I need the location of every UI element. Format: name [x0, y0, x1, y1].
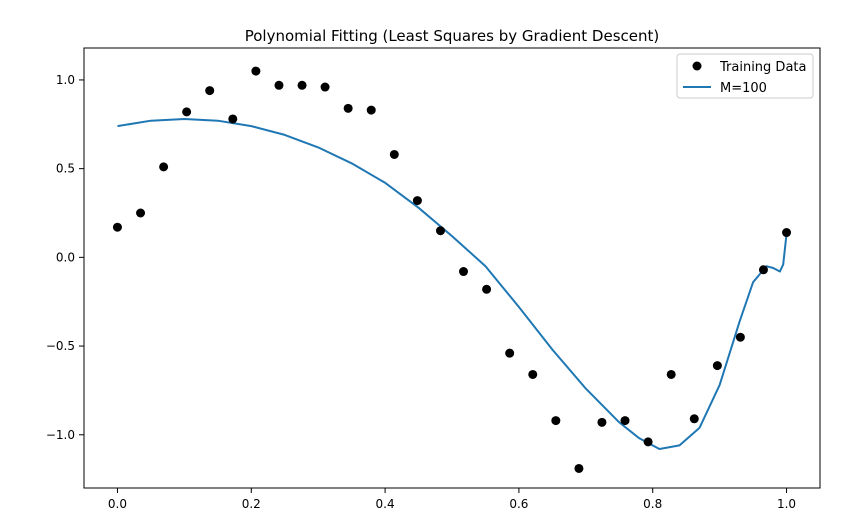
training-data-point — [528, 369, 538, 379]
training-data-point — [574, 463, 584, 473]
training-data-point — [666, 369, 676, 379]
y-tick-label: 1.0 — [56, 73, 75, 87]
y-tick-label: 0.0 — [56, 250, 75, 264]
legend-marker-training-data — [692, 61, 702, 71]
training-data-point — [782, 228, 792, 238]
x-tick-label: 1.0 — [777, 497, 796, 511]
training-data-point — [620, 416, 630, 426]
series-line-m100 — [117, 118, 788, 450]
training-data-point — [274, 80, 284, 90]
training-data-point — [159, 162, 169, 172]
training-data-point — [758, 265, 768, 275]
y-tick-label: 0.5 — [56, 162, 75, 176]
training-data-point — [297, 80, 307, 90]
training-data-point — [551, 416, 561, 426]
training-data-point — [735, 332, 745, 342]
training-data-point — [412, 196, 422, 206]
legend-label-m100: M=100 — [720, 81, 767, 96]
training-data-point — [459, 267, 469, 277]
training-data-point — [505, 348, 515, 358]
training-data-point — [112, 222, 122, 232]
y-tick-label: −0.5 — [46, 339, 75, 353]
x-axis: 0.0 0.2 0.4 0.6 0.8 1.0 — [108, 488, 796, 511]
axes-frame — [83, 47, 821, 489]
training-data-point — [343, 103, 353, 113]
training-data-point — [689, 414, 699, 424]
training-data-point — [251, 66, 261, 76]
training-data-point — [320, 82, 330, 92]
training-data-point — [389, 149, 399, 159]
legend-label-training-data: Training Data — [719, 60, 806, 75]
x-tick-label: 0.2 — [242, 497, 261, 511]
training-data-point — [136, 208, 146, 218]
training-data-point — [643, 437, 653, 447]
series-layer — [112, 66, 792, 473]
training-data-point — [366, 105, 376, 115]
training-data-point — [712, 361, 722, 371]
training-data-point — [182, 107, 192, 117]
training-data-point — [228, 114, 238, 124]
y-tick-label: −1.0 — [46, 428, 75, 442]
training-data-point — [435, 226, 445, 236]
x-tick-label: 0.8 — [643, 497, 662, 511]
training-data-point — [597, 417, 607, 427]
chart-title: Polynomial Fitting (Least Squares by Gra… — [245, 27, 660, 45]
training-data-point — [205, 86, 215, 96]
x-tick-label: 0.4 — [376, 497, 395, 511]
plot-area: 0.0 0.2 0.4 0.6 0.8 1.0 1.0 0.5 0.0 −0.5 −1.0 — [46, 47, 821, 511]
legend: Training Data M=100 — [676, 53, 814, 99]
training-data-point — [482, 284, 492, 294]
y-axis: 1.0 0.5 0.0 −0.5 −1.0 — [46, 73, 84, 442]
x-tick-label: 0.0 — [108, 497, 127, 511]
x-tick-label: 0.6 — [509, 497, 528, 511]
